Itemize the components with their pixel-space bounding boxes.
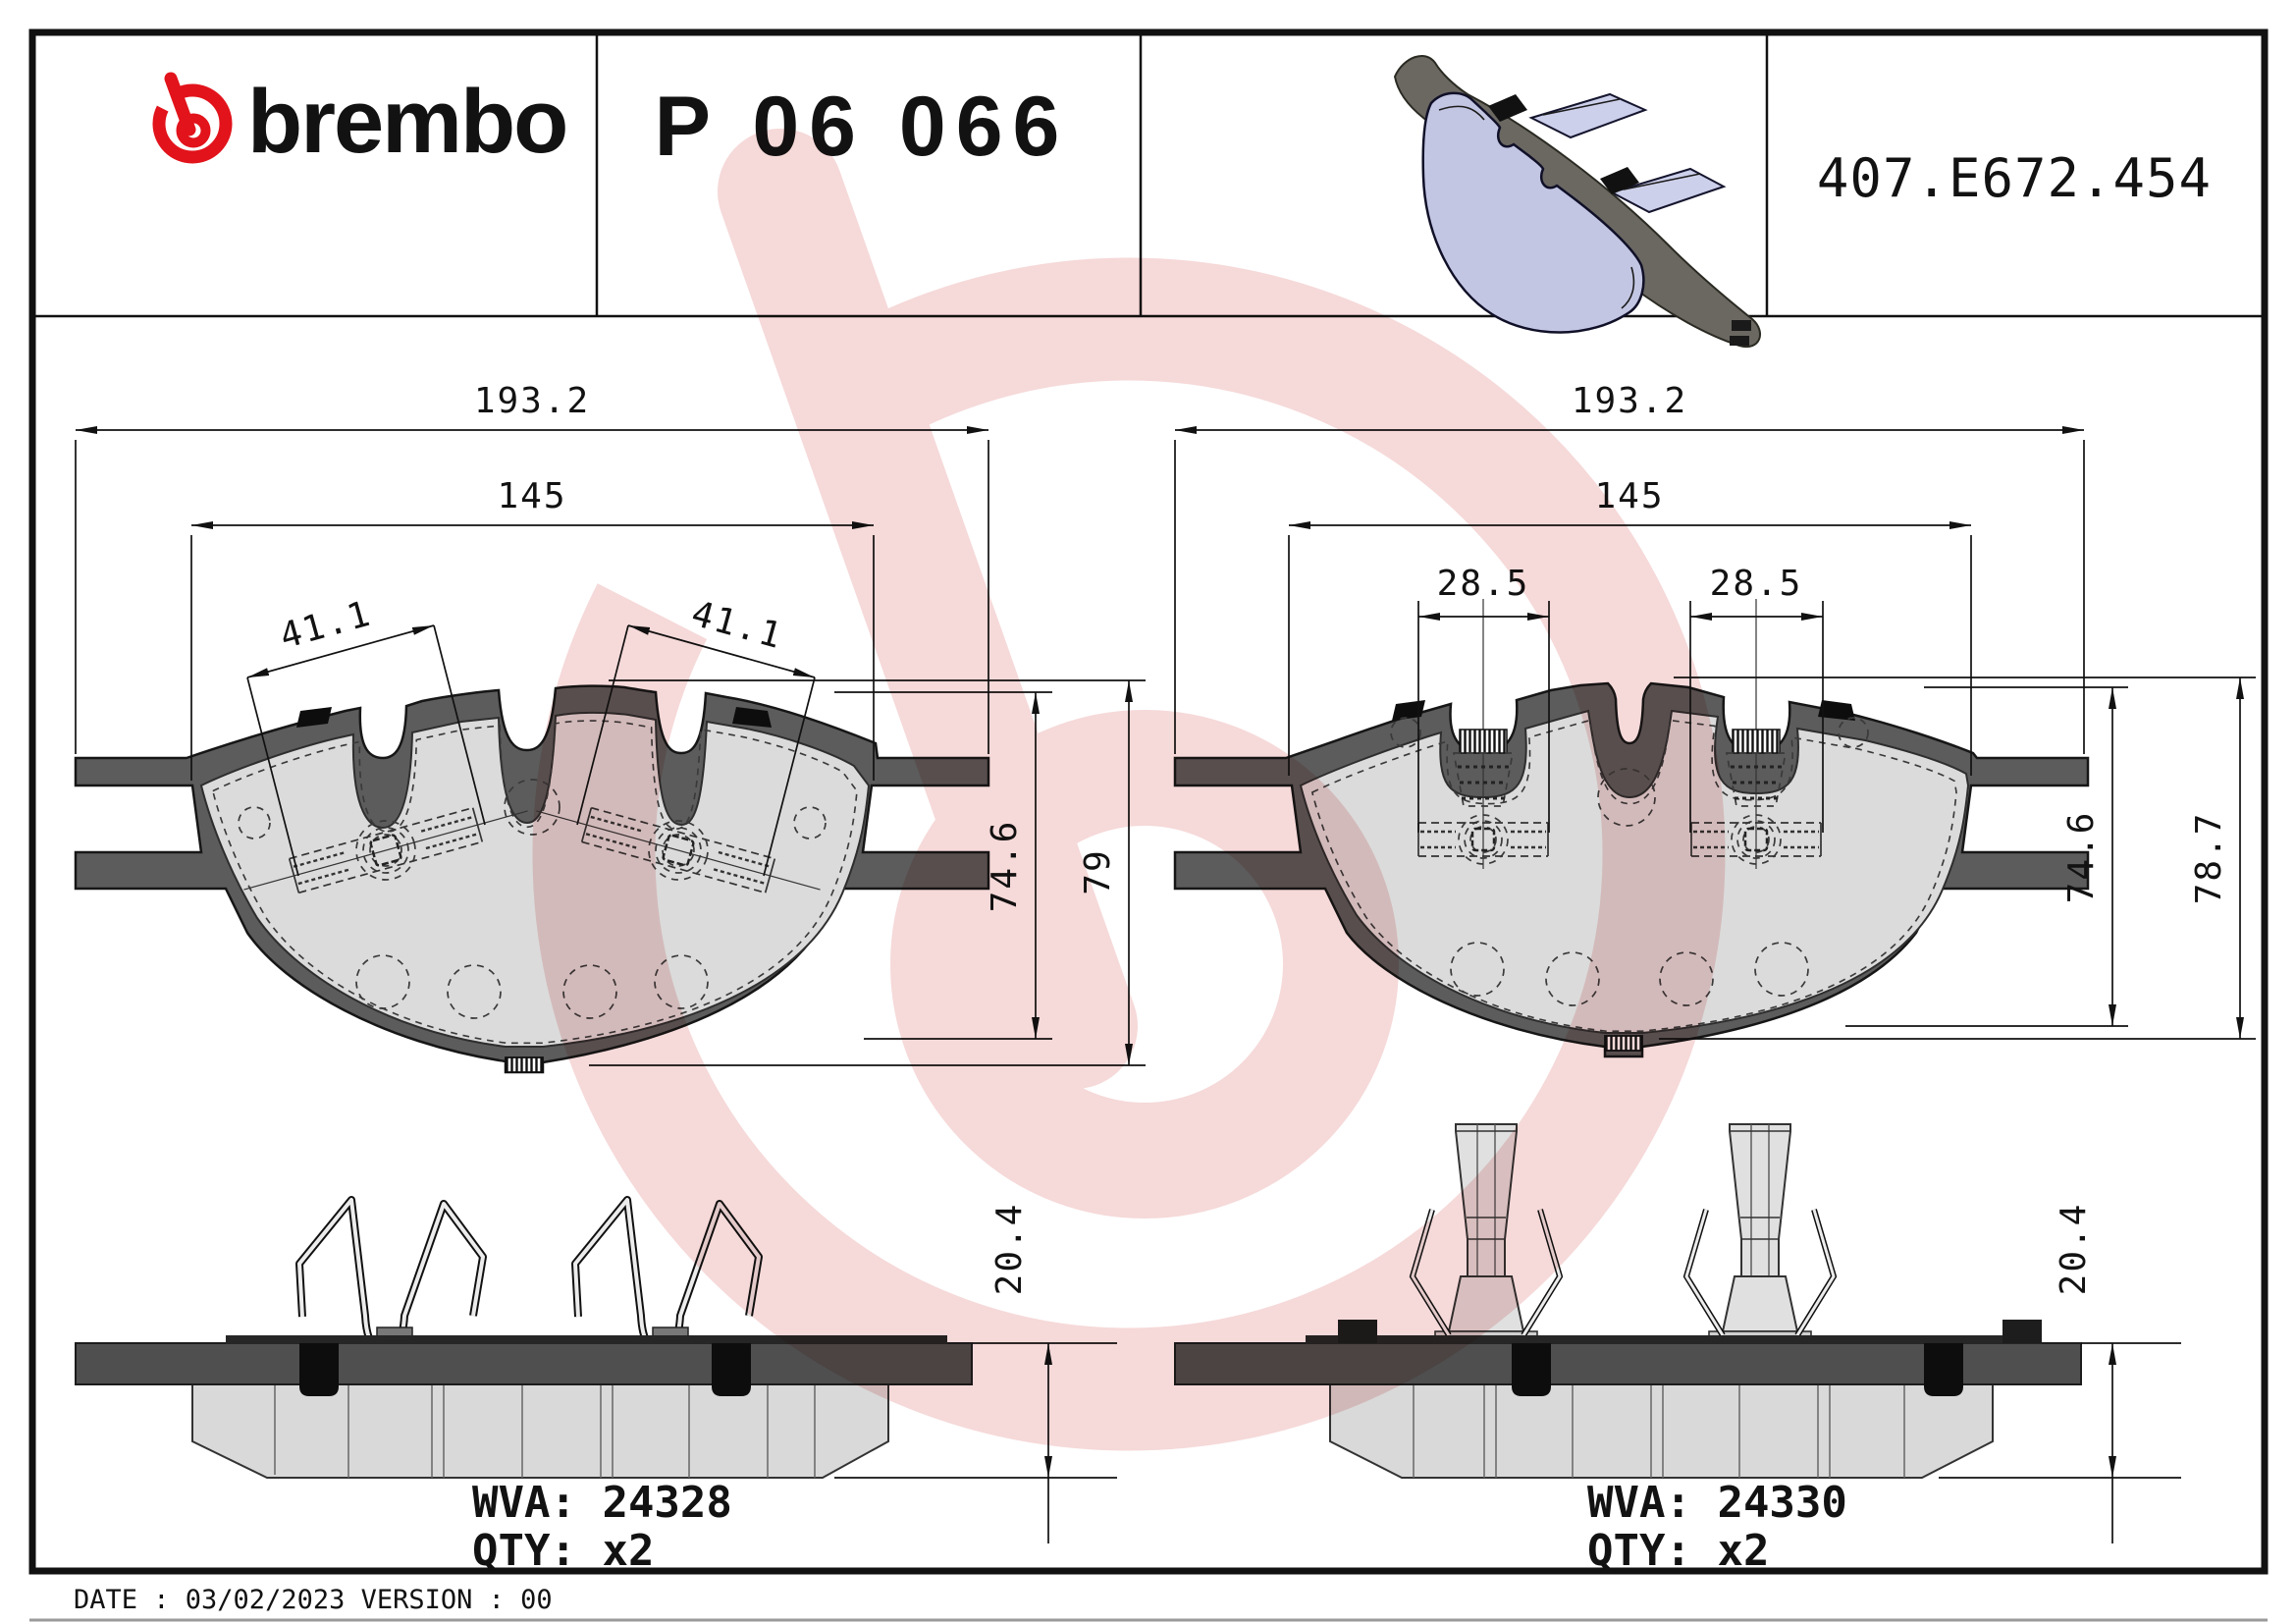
left-dim-friction-width: 145 xyxy=(497,476,566,516)
left-wva-label: WVA: 24328 xyxy=(472,1478,732,1528)
right-wva-label: WVA: 24330 xyxy=(1587,1478,1847,1528)
right-pad-dimensions xyxy=(1174,426,2256,1040)
left-bottom-tab xyxy=(505,1056,544,1073)
right-friction-dashed-inset xyxy=(1310,719,1957,1033)
date-version-line: DATE : 03/02/2023 VERSION : 00 xyxy=(74,1585,553,1615)
left-top-clip-tab-1 xyxy=(296,707,332,728)
left-side-spring-clip-1 xyxy=(295,1196,487,1355)
title-block-frame xyxy=(28,28,2269,1622)
left-qty-label: QTY: x2 xyxy=(472,1526,654,1576)
pad-3d-clip-2 xyxy=(1600,167,1639,194)
right-dim-total-width: 193.2 xyxy=(1572,381,1687,421)
left-side-friction-section-lines xyxy=(274,1384,816,1478)
right-side-friction-section-lines xyxy=(1413,1384,1905,1478)
right-dim-total-height: 78.7 xyxy=(2189,812,2229,905)
left-side-friction xyxy=(191,1383,889,1479)
right-side-rivet-1 xyxy=(1512,1343,1551,1396)
left-top-clip-tab-2 xyxy=(732,707,772,728)
left-side-rivet-2 xyxy=(712,1343,751,1396)
right-side-sensor-tower-2 xyxy=(1682,1123,1838,1342)
pad-3d-friction xyxy=(1421,91,1645,334)
wear-tab-wing-1 xyxy=(1528,92,1648,139)
pad-3d-render xyxy=(1393,55,1762,349)
right-side-shim-strip xyxy=(1306,1335,2042,1344)
left-friction-dashed-inset xyxy=(211,720,858,1045)
right-top-clip-tab-1 xyxy=(1392,700,1425,721)
outer-border xyxy=(28,28,2269,1575)
left-dim-sensor-a: 41.1 xyxy=(276,594,376,658)
right-top-clip-tab-2 xyxy=(1818,700,1855,721)
watermark-inner-ring xyxy=(890,710,1399,1218)
left-pad-front-view xyxy=(74,684,990,1074)
right-side-abutment-block-2 xyxy=(2002,1320,2042,1343)
right-sensor-assembly-1 xyxy=(1417,599,1549,869)
left-dim-total-width: 193.2 xyxy=(474,381,590,421)
right-dim-sensor-b: 28.5 xyxy=(1710,564,1803,604)
right-side-friction xyxy=(1329,1383,1994,1479)
pad-3d-ear-notch-1 xyxy=(1732,320,1751,331)
right-side-rivet-2 xyxy=(1924,1343,1963,1396)
left-dim-thickness: 20.4 xyxy=(989,1203,1030,1296)
right-qty-label: QTY: x2 xyxy=(1587,1526,1769,1576)
brembo-logo-icon xyxy=(152,72,233,164)
left-side-rivet-1 xyxy=(299,1343,339,1396)
right-dim-friction-height: 74.6 xyxy=(2061,811,2102,904)
right-dim-thickness: 20.4 xyxy=(2054,1203,2094,1296)
part-number: P 06 066 xyxy=(655,80,1070,174)
left-side-view: 20.4 xyxy=(75,1196,1117,1543)
brand-wordmark: brembo xyxy=(247,72,566,172)
brembo-watermark xyxy=(532,129,1726,1451)
brembo-logo: brembo xyxy=(152,72,568,172)
left-sensor-assembly-1 xyxy=(243,806,528,894)
left-side-shim-strip xyxy=(226,1335,947,1344)
wear-tab-wing-2 xyxy=(1609,167,1727,214)
pad-3d-clip-1 xyxy=(1488,94,1527,122)
watermark-outer-ring xyxy=(532,257,1726,1451)
right-thickness-dim xyxy=(1939,1342,2181,1543)
pad-3d-ear-notch-2 xyxy=(1730,336,1749,346)
catalog-code: 407.E672.454 xyxy=(1817,147,2212,209)
